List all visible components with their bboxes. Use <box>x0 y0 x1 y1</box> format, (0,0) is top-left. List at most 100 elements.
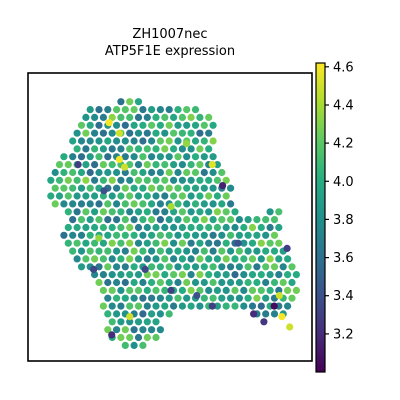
expression-spot <box>270 247 279 255</box>
expression-spot <box>284 255 292 263</box>
expression-spot <box>99 223 107 232</box>
expression-spot <box>77 137 86 145</box>
expression-spot <box>130 278 138 287</box>
expression-spot <box>108 302 116 310</box>
expression-spot <box>126 286 134 294</box>
expression-spot <box>244 216 252 224</box>
expression-spot <box>196 239 204 247</box>
expression-spot <box>55 192 64 200</box>
expression-spot <box>99 286 107 294</box>
expression-spot <box>126 239 134 247</box>
expression-spot <box>209 184 217 192</box>
expression-spot <box>279 263 287 271</box>
expression-spot <box>183 106 191 114</box>
high-expression-spot <box>121 163 129 171</box>
expression-spot <box>126 192 134 200</box>
expression-spot <box>222 192 230 200</box>
expression-spot <box>244 247 252 255</box>
expression-spot <box>69 200 77 208</box>
expression-spot <box>143 176 151 184</box>
expression-spot <box>231 223 239 232</box>
expression-spot <box>161 176 169 184</box>
expression-spot <box>196 208 204 216</box>
expression-spot <box>183 247 191 255</box>
expression-spot <box>121 341 129 349</box>
expression-spot <box>91 145 99 153</box>
expression-spot <box>86 137 94 145</box>
expression-spot <box>187 161 195 169</box>
low-expression-spot <box>208 302 216 310</box>
expression-spot <box>218 294 226 302</box>
expression-spot <box>266 208 274 216</box>
expression-spot <box>117 318 125 326</box>
expression-spot <box>156 247 164 255</box>
expression-spot <box>174 247 182 255</box>
expression-spot <box>77 216 86 224</box>
expression-spot <box>187 113 195 121</box>
expression-spot <box>126 223 134 232</box>
expression-spot <box>117 302 125 310</box>
expression-spot <box>143 145 151 153</box>
expression-spot <box>108 176 116 184</box>
expression-spot <box>240 271 248 279</box>
expression-spot <box>165 168 173 177</box>
expression-spot <box>205 286 213 294</box>
expression-spot <box>165 137 173 145</box>
expression-spot <box>191 200 200 208</box>
expression-spot <box>222 176 230 184</box>
expression-spot <box>191 184 200 192</box>
expression-spot <box>191 121 200 129</box>
expression-spot <box>126 98 134 106</box>
expression-spot <box>108 255 116 263</box>
expression-spot <box>139 341 147 349</box>
expression-spot <box>143 208 151 216</box>
expression-spot <box>95 168 103 177</box>
expression-spot <box>139 200 147 208</box>
expression-spot <box>183 263 191 271</box>
expression-spot <box>152 161 160 169</box>
expression-spot <box>174 168 182 177</box>
expression-spot <box>170 223 178 232</box>
expression-spot <box>161 161 169 169</box>
expression-spot <box>117 255 125 263</box>
expression-spot <box>148 121 156 129</box>
expression-spot <box>165 106 173 114</box>
expression-spot <box>227 263 235 271</box>
expression-spot <box>104 294 112 302</box>
expression-spot <box>200 200 208 208</box>
expression-spot <box>200 247 208 255</box>
expression-spot <box>134 208 143 216</box>
expression-spot <box>284 286 292 294</box>
expression-spot <box>104 247 112 255</box>
expression-spot <box>161 271 169 279</box>
high-expression-spot <box>275 292 283 300</box>
expression-spot <box>130 231 138 239</box>
low-expression-spot <box>100 187 108 195</box>
expression-spot <box>113 216 121 224</box>
expression-spot <box>86 153 94 161</box>
expression-spot <box>130 294 138 302</box>
expression-spot <box>165 121 173 129</box>
expression-spot <box>156 168 164 177</box>
expression-spots <box>47 98 300 349</box>
expression-spot <box>196 129 204 137</box>
expression-spot <box>152 271 160 279</box>
expression-spot <box>200 263 208 271</box>
expression-spot <box>165 278 173 287</box>
expression-spot <box>165 263 173 271</box>
expression-spot <box>104 153 112 161</box>
expression-spot <box>187 286 195 294</box>
expression-spot <box>126 333 134 342</box>
expression-spot <box>178 113 186 121</box>
expression-spot <box>174 137 182 145</box>
expression-spot <box>73 129 81 137</box>
expression-spot <box>218 231 226 239</box>
low-expression-spot <box>90 265 98 273</box>
expression-spot <box>161 192 169 200</box>
expression-spot <box>178 255 186 263</box>
expression-spot <box>152 239 160 247</box>
expression-spot <box>148 310 156 318</box>
expression-spot <box>77 121 86 129</box>
expression-spot <box>196 176 204 184</box>
expression-spot <box>174 106 182 114</box>
